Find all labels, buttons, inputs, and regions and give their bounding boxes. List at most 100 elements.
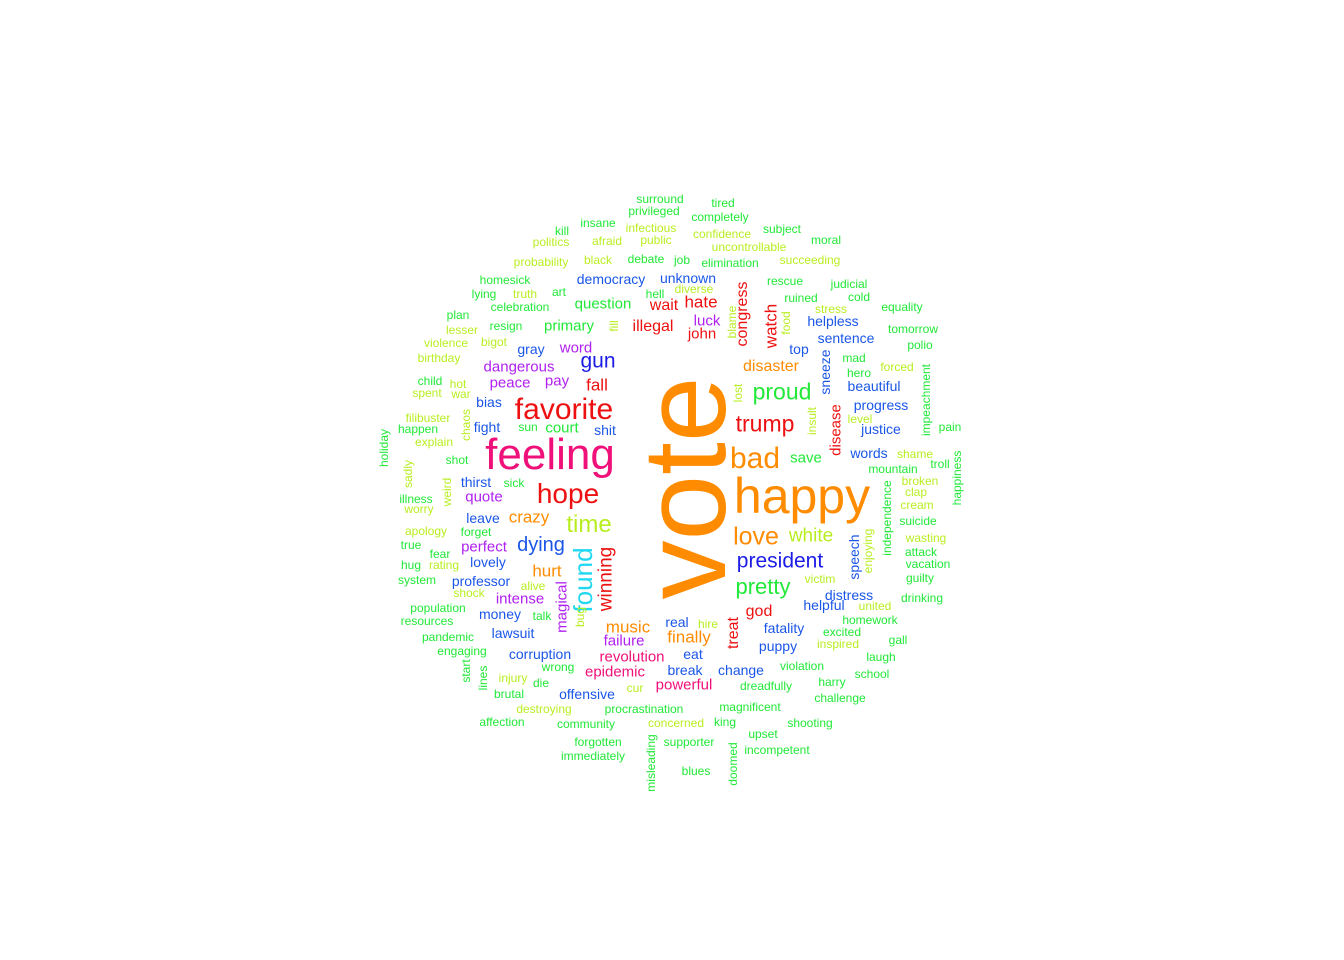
word-distress: distress <box>824 587 874 603</box>
word-true: true <box>400 538 422 552</box>
word-illegal: illegal <box>632 318 674 335</box>
word-alive: alive <box>520 579 546 593</box>
word-enjoying: enjoying <box>861 528 875 574</box>
word-engaging: engaging <box>437 644 487 658</box>
word-brutal: brutal <box>493 687 525 701</box>
word-wrong: wrong <box>541 660 575 674</box>
word-bad: bad <box>729 442 781 475</box>
word-puppy: puppy <box>758 638 798 654</box>
word-professor: professor <box>451 573 511 589</box>
word-doomed: doomed <box>726 742 740 786</box>
word-save: save <box>790 449 822 467</box>
word-die: die <box>532 676 550 690</box>
word-lesser: lesser <box>445 323 479 337</box>
word-intense: intense <box>495 590 545 608</box>
word-fear: fear <box>429 547 451 561</box>
word-court: court <box>545 419 579 437</box>
word-sadly: sadly <box>401 459 415 489</box>
word-corruption: corruption <box>508 646 572 662</box>
word-apology: apology <box>404 524 448 538</box>
word-epidemic: epidemic <box>584 663 646 681</box>
word-luck: luck <box>693 312 721 330</box>
word-supporter: supporter <box>663 735 715 749</box>
word-hero: hero <box>846 366 872 380</box>
word-excited: excited <box>822 625 862 639</box>
word-speech: speech <box>846 534 862 580</box>
word-leave: leave <box>466 510 500 526</box>
word-judicial: judicial <box>830 277 868 291</box>
word-worry: worry <box>404 502 434 516</box>
word-revolution: revolution <box>599 648 665 666</box>
word-disaster: disaster <box>742 358 800 375</box>
word-troll: troll <box>930 457 950 471</box>
word-black: black <box>583 253 613 267</box>
word-pain: pain <box>938 420 962 434</box>
word-words: words <box>850 445 888 461</box>
word-upset: upset <box>748 727 778 741</box>
word-affection: affection <box>479 715 525 729</box>
word-rating: rating <box>428 558 460 572</box>
word-inspired: inspired <box>816 637 860 651</box>
word-politics: politics <box>532 235 570 249</box>
word-disease: disease <box>827 404 845 456</box>
word-ruined: ruined <box>784 291 818 305</box>
word-break: break <box>667 662 703 678</box>
word-insane: insane <box>580 216 616 230</box>
word-happiness: happiness <box>950 450 964 506</box>
word-cream: cream <box>900 498 934 512</box>
word-john: john <box>687 325 717 343</box>
word-incompetent: incompetent <box>744 743 810 757</box>
word-hope: hope <box>536 478 600 509</box>
word-feeling: feeling <box>485 430 615 479</box>
word-lovely: lovely <box>470 554 506 570</box>
word-forced: forced <box>880 360 914 374</box>
word-art: art <box>551 285 567 299</box>
word-victim: victim <box>804 572 836 586</box>
word-vacation: vacation <box>905 557 951 571</box>
word-forgotten: forgotten <box>574 735 622 749</box>
word-insult: insult <box>805 406 819 436</box>
word-dreadfully: dreadfully <box>739 679 793 693</box>
word-moral: moral <box>810 233 842 247</box>
word-system: system <box>397 573 437 587</box>
word-clap: clap <box>904 485 928 499</box>
word-sun: sun <box>518 420 538 434</box>
word-filibuster: filibuster <box>405 411 451 425</box>
word-beautiful: beautiful <box>847 378 901 394</box>
word-lawsuit: lawsuit <box>491 625 535 641</box>
word-white: white <box>788 525 834 547</box>
word-food: food <box>779 311 793 335</box>
word-primary: primary <box>543 317 595 335</box>
word-helpless: helpless <box>807 313 859 329</box>
word-start: start <box>459 659 473 683</box>
word-infectious: infectious <box>625 221 677 235</box>
word-kill: kill <box>555 224 569 238</box>
word-challenge: challenge <box>814 691 866 705</box>
word-violence: violence <box>423 336 469 350</box>
word-pay: pay <box>544 372 570 390</box>
word-cold: cold <box>847 290 871 304</box>
word-afraid: afraid <box>591 234 623 248</box>
word-truth: truth <box>512 287 538 301</box>
word-surround: surround <box>636 192 684 206</box>
word-watch: watch <box>761 303 781 349</box>
word-talk: talk <box>532 609 552 623</box>
word-violation: violation <box>779 659 825 673</box>
word-united: united <box>858 599 892 613</box>
word-unknown: unknown <box>659 270 717 286</box>
word-drinking: drinking <box>900 591 944 605</box>
word-confidence: confidence <box>692 227 752 241</box>
word-hot: hot <box>449 377 467 391</box>
word-uncontrollable: uncontrollable <box>711 240 787 254</box>
word-war: war <box>451 387 471 401</box>
word-magical: magical <box>553 581 571 633</box>
word-bigot: bigot <box>480 335 508 349</box>
word-sick: sick <box>503 476 525 490</box>
word-lines: lines <box>476 665 490 691</box>
word-helpful: helpful <box>803 597 845 613</box>
word-probability: probability <box>513 255 569 269</box>
word-love: love <box>733 522 779 551</box>
word-hire: hire <box>697 617 719 631</box>
word-broken: broken <box>901 474 939 488</box>
